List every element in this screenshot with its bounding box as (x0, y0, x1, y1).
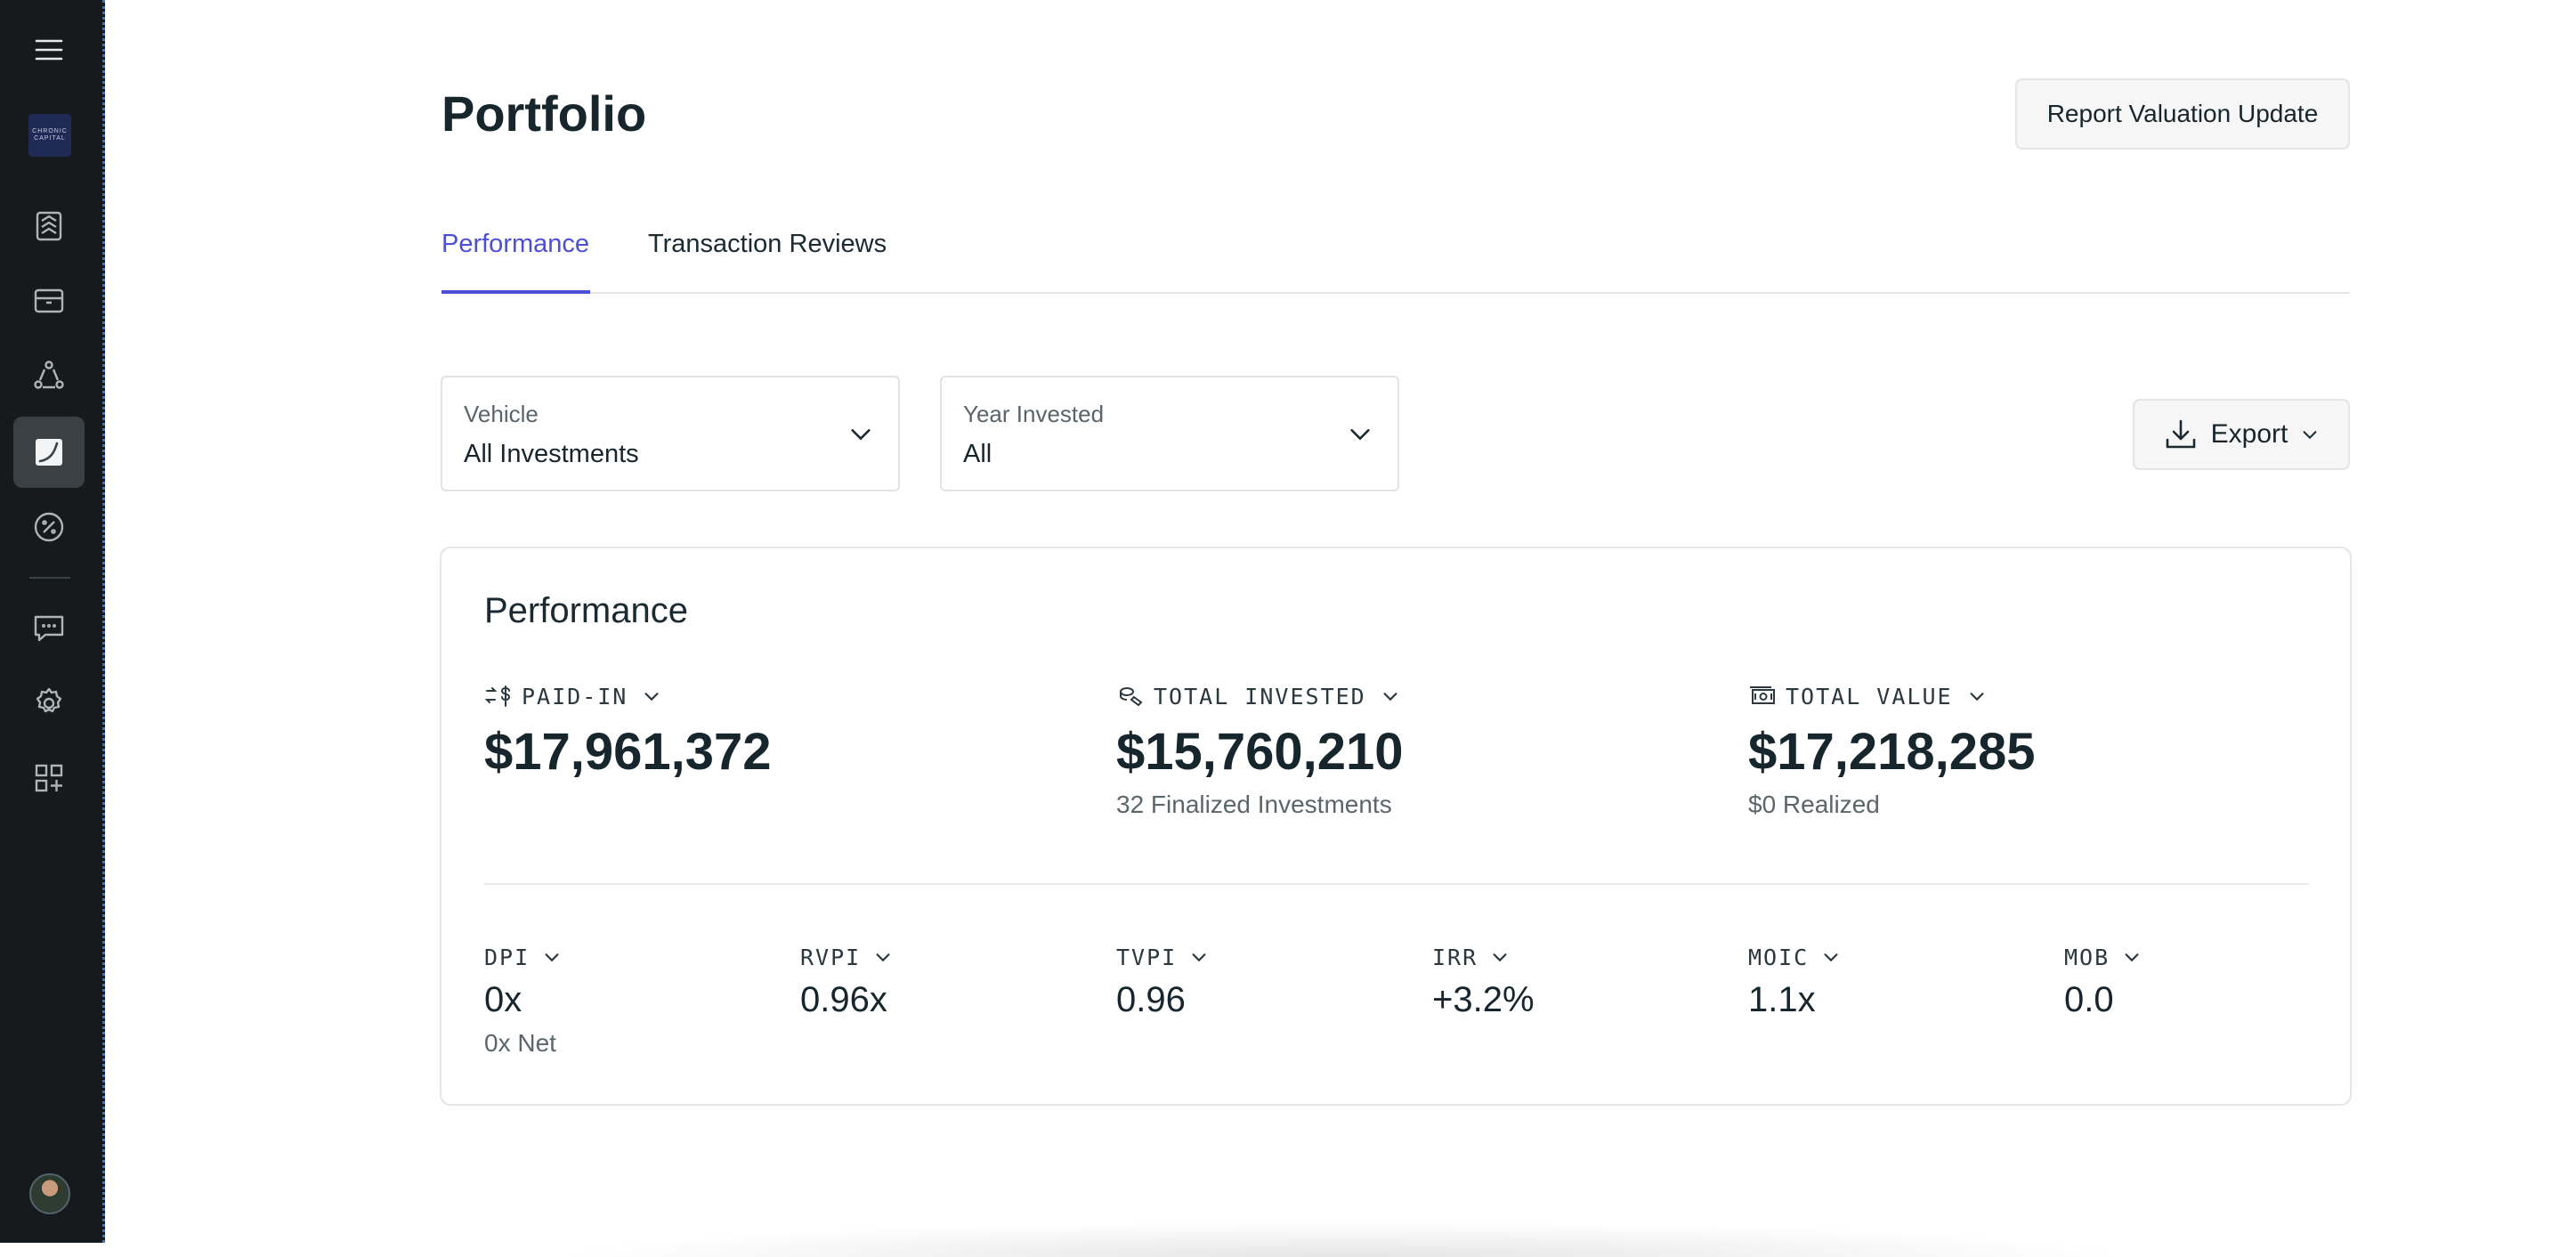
metric-total-value: TOTAL VALUE $17,218,285 $0 Realized (1748, 680, 2036, 819)
kpi-moic: MOIC 1.1x (1748, 942, 1841, 1022)
card-divider (484, 883, 2309, 885)
tab-transaction-reviews-label: Transaction Reviews (648, 230, 887, 258)
avatar[interactable] (29, 1173, 70, 1214)
metric-paid-in: PAID-IN $17,961,372 (484, 680, 772, 783)
kpi-tvpi-value: 0.96 (1116, 980, 1186, 1019)
chevron-down-icon (876, 953, 890, 962)
report-valuation-update-button[interactable]: Report Valuation Update (2015, 78, 2350, 150)
kpi-dpi-sub: 0x Net (484, 1029, 556, 1057)
sidebar-item-network[interactable] (13, 340, 85, 411)
metric-paid-in-toggle[interactable]: PAID-IN (484, 680, 772, 712)
metric-total-value-value: $17,218,285 (1748, 723, 2036, 781)
metric-total-value-toggle[interactable]: TOTAL VALUE (1748, 680, 2036, 712)
tab-transaction-reviews[interactable]: Transaction Reviews (648, 224, 887, 264)
chevron-down-icon (2303, 431, 2317, 440)
export-button-label: Export (2210, 419, 2288, 449)
metric-total-invested-label: TOTAL INVESTED (1154, 683, 1366, 710)
kpi-irr: IRR +3.2% (1432, 942, 1535, 1022)
vehicle-select[interactable]: Vehicle All Investments (441, 376, 900, 491)
sidebar-item-inbox[interactable] (13, 265, 85, 337)
export-button[interactable]: Export (2133, 399, 2350, 470)
menu-button[interactable] (13, 14, 85, 85)
sidebar-divider (29, 577, 70, 579)
kpi-rvpi-toggle[interactable]: RVPI (800, 942, 893, 972)
kpi-dpi: DPI 0x 0x Net (484, 942, 562, 1058)
kpi-irr-value: +3.2% (1432, 980, 1535, 1019)
metric-total-invested-value: $15,760,210 (1116, 723, 1404, 781)
kpi-rvpi-label: RVPI (800, 944, 862, 970)
kpi-moic-toggle[interactable]: MOIC (1748, 942, 1841, 972)
kpi-mob-value: 0.0 (2064, 980, 2114, 1019)
sidebar-item-portfolio[interactable] (13, 417, 85, 488)
performance-card: Performance PAID-IN $17,961,372 TOTAL IN… (440, 547, 2352, 1106)
kpi-dpi-value: 0x (484, 980, 522, 1019)
kpi-irr-label: IRR (1432, 944, 1478, 970)
sidebar-item-messages[interactable] (13, 593, 85, 664)
tab-performance-label: Performance (441, 230, 590, 258)
metric-paid-in-label: PAID-IN (522, 683, 628, 710)
sidebar: CHRONIC CAPITAL (0, 0, 105, 1243)
metric-total-value-sub: $0 Realized (1748, 791, 1880, 818)
sidebar-item-apps[interactable] (13, 742, 85, 814)
sidebar-item-settings[interactable] (13, 668, 85, 739)
vehicle-select-label: Vehicle (464, 401, 539, 427)
performance-card-title: Performance (484, 591, 688, 630)
chevron-down-icon (851, 429, 871, 441)
tab-performance[interactable]: Performance (441, 224, 589, 264)
gear-icon (36, 687, 62, 713)
kpi-tvpi-toggle[interactable]: TVPI (1116, 942, 1209, 972)
network-icon (34, 361, 64, 389)
chevron-down-icon (545, 953, 559, 962)
year-invested-select-value: All (963, 440, 992, 468)
active-tab-indicator (441, 290, 590, 294)
kpi-rvpi-value: 0.96x (800, 980, 887, 1019)
percent-icon (34, 512, 64, 542)
chevron-down-icon (1383, 693, 1397, 701)
kpi-rvpi: RVPI 0.96x (800, 942, 893, 1022)
metric-total-invested: TOTAL INVESTED $15,760,210 32 Finalized … (1116, 680, 1404, 819)
grid-plus-icon (35, 764, 63, 792)
sidebar-item-percent[interactable] (13, 491, 85, 563)
chevron-down-icon (1493, 953, 1507, 962)
sidebar-item-deals[interactable] (13, 191, 85, 262)
kpi-mob-label: MOB (2064, 944, 2110, 970)
year-invested-select-label: Year Invested (963, 401, 1105, 427)
kpi-dpi-toggle[interactable]: DPI (484, 942, 562, 972)
metric-total-invested-sub: 32 Finalized Investments (1116, 791, 1392, 818)
bottom-panel-shadow (552, 1221, 2136, 1257)
kpi-tvpi: TVPI 0.96 (1116, 942, 1209, 1022)
download-icon (2166, 419, 2195, 449)
inbox-icon (34, 288, 64, 313)
cash-icon (1750, 686, 1775, 704)
coins-icon (1120, 687, 1143, 707)
message-icon (34, 615, 64, 642)
kpi-moic-value: 1.1x (1748, 980, 1816, 1019)
tab-bar: Performance Transaction Reviews (441, 210, 2350, 294)
chevron-down-icon (644, 693, 659, 701)
vehicle-select-value: All Investments (464, 440, 639, 468)
layers-icon (36, 211, 62, 241)
chevron-down-icon (1824, 953, 1838, 962)
metric-total-invested-toggle[interactable]: TOTAL INVESTED (1116, 680, 1404, 712)
metric-total-value-label: TOTAL VALUE (1786, 683, 1953, 710)
transfer-dollar-icon (484, 685, 511, 707)
kpi-tvpi-label: TVPI (1116, 944, 1178, 970)
chevron-down-icon (1970, 693, 1984, 701)
kpi-mob-toggle[interactable]: MOB (2064, 942, 2142, 972)
chevron-down-icon (1192, 953, 1206, 962)
chevron-down-icon (2125, 953, 2139, 962)
hamburger-icon (35, 39, 63, 61)
kpi-mob: MOB 0.0 (2064, 942, 2142, 1022)
page-title: Portfolio (441, 85, 647, 142)
chart-icon (36, 439, 62, 466)
metric-paid-in-value: $17,961,372 (484, 723, 772, 781)
kpi-moic-label: MOIC (1748, 944, 1810, 970)
chevron-down-icon (1350, 429, 1370, 441)
year-invested-select[interactable]: Year Invested All (940, 376, 1399, 491)
company-logo[interactable]: CHRONIC CAPITAL (28, 114, 71, 157)
kpi-irr-toggle[interactable]: IRR (1432, 942, 1535, 972)
kpi-dpi-label: DPI (484, 944, 531, 970)
